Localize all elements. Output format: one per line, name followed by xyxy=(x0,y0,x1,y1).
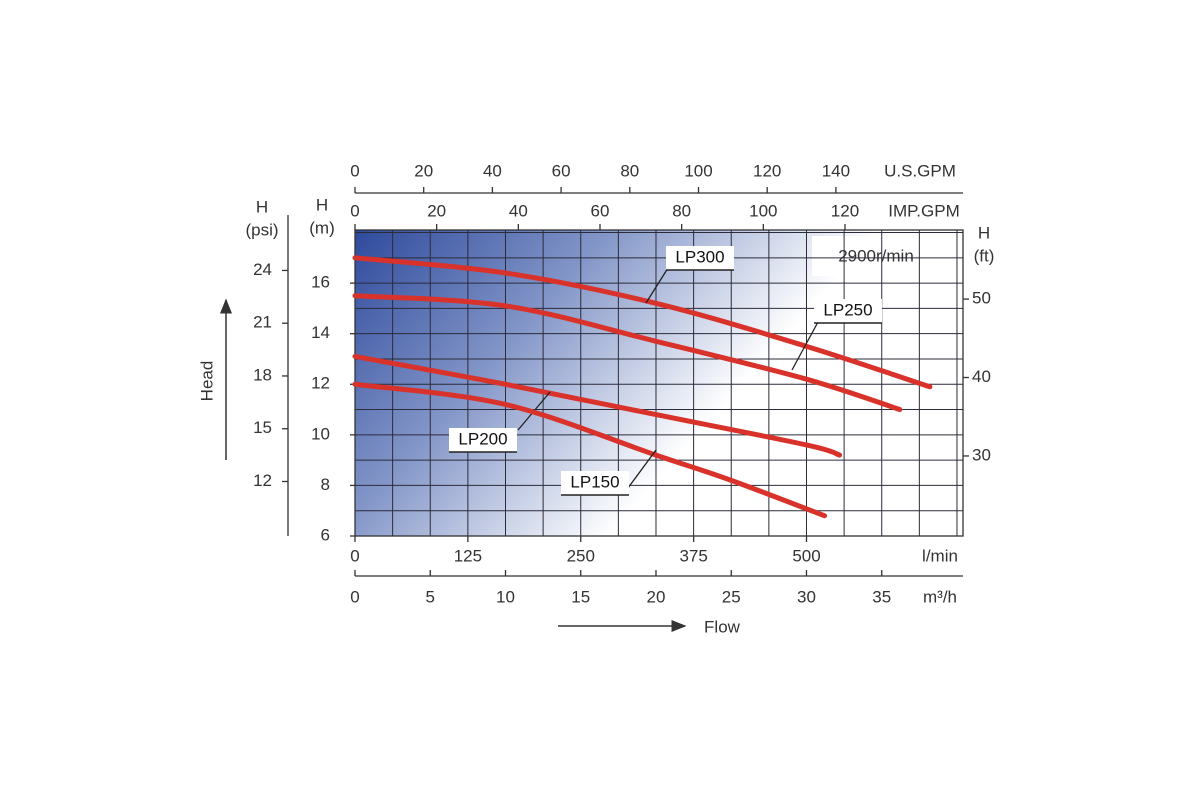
annotation: 2900r/min xyxy=(838,246,914,265)
axis-tick-label: 60 xyxy=(591,201,610,220)
series-label: LP300 xyxy=(675,247,724,266)
x-tick-label: 20 xyxy=(647,587,666,606)
axis-tick-label: 40 xyxy=(972,367,991,386)
pump-curve xyxy=(352,381,828,519)
x-tick-label: 0 xyxy=(350,587,359,606)
axis-tick-label: 375 xyxy=(679,546,707,565)
y-axis-unit: (m) xyxy=(309,218,334,237)
axis-unit: (psi) xyxy=(245,220,278,239)
axis-tick-label: 40 xyxy=(483,161,502,180)
x-label: Flow xyxy=(704,617,741,636)
axis-tick-label: 100 xyxy=(749,201,777,220)
axis-tick-label: 18 xyxy=(253,365,272,384)
axis-unit: U.S.GPM xyxy=(884,161,956,180)
annotation-box xyxy=(812,236,962,276)
axis-tick-label: 50 xyxy=(972,289,991,308)
x-tick-label: 10 xyxy=(496,587,515,606)
leader-line xyxy=(791,321,819,371)
label-box xyxy=(814,299,882,323)
axis-tick-label: 120 xyxy=(831,201,859,220)
x-tick-label: 35 xyxy=(872,587,891,606)
axis-tick-label: 100 xyxy=(684,161,712,180)
axis-tick-label: 24 xyxy=(253,260,272,279)
axis-tick-label: 15 xyxy=(253,418,272,437)
label-box xyxy=(561,471,629,495)
axis-tick-label: 20 xyxy=(427,201,446,220)
x-tick-label: 15 xyxy=(571,587,590,606)
y-tick-label: 8 xyxy=(321,475,330,494)
series-label: LP250 xyxy=(823,300,872,319)
leader-line xyxy=(645,267,669,304)
y-tick-label: 12 xyxy=(311,374,330,393)
axis-tick-label: 125 xyxy=(454,546,482,565)
label-box xyxy=(449,428,517,452)
y-tick-label: 10 xyxy=(311,424,330,443)
axis-tick-label: 80 xyxy=(672,201,691,220)
x-tick-label: 25 xyxy=(722,587,741,606)
x-tick-label: 30 xyxy=(797,587,816,606)
pump-curve xyxy=(352,293,903,413)
axis-tick-label: 21 xyxy=(253,313,272,332)
axis-tick-label: 40 xyxy=(509,201,528,220)
series-label: LP150 xyxy=(570,472,619,491)
label-box xyxy=(666,246,734,270)
axis-unit: l/min xyxy=(922,546,958,565)
axis-unit: (ft) xyxy=(974,246,995,265)
axis-tick-label: 140 xyxy=(822,161,850,180)
axis-tick-label: 0 xyxy=(350,546,359,565)
axis-tick-label: 250 xyxy=(567,546,595,565)
y-tick-label: 14 xyxy=(311,323,330,342)
axis-tick-label: 0 xyxy=(350,201,359,220)
axis-tick-label: 12 xyxy=(253,471,272,490)
pump-curve xyxy=(352,353,843,458)
axis-tick-label: 120 xyxy=(753,161,781,180)
series-label: LP200 xyxy=(458,429,507,448)
y-tick-label: 6 xyxy=(321,525,330,544)
axis-title: H xyxy=(978,223,990,242)
pump-curve xyxy=(352,255,933,390)
axis-tick-label: 0 xyxy=(350,161,359,180)
axis-title: H xyxy=(256,197,268,216)
axis-tick-label: 500 xyxy=(792,546,820,565)
leader-line xyxy=(627,449,657,489)
axis-tick-label: 20 xyxy=(414,161,433,180)
y-axis-title: H xyxy=(316,195,328,214)
y-tick-label: 16 xyxy=(311,273,330,292)
axis-tick-label: 80 xyxy=(620,161,639,180)
y-label: Head xyxy=(197,361,216,402)
axis-tick-label: 30 xyxy=(972,445,991,464)
x-tick-label: 5 xyxy=(426,587,435,606)
axis-tick-label: 60 xyxy=(552,161,571,180)
x-axis-unit: m³/h xyxy=(923,587,957,606)
axis-unit: IMP.GPM xyxy=(888,201,959,220)
